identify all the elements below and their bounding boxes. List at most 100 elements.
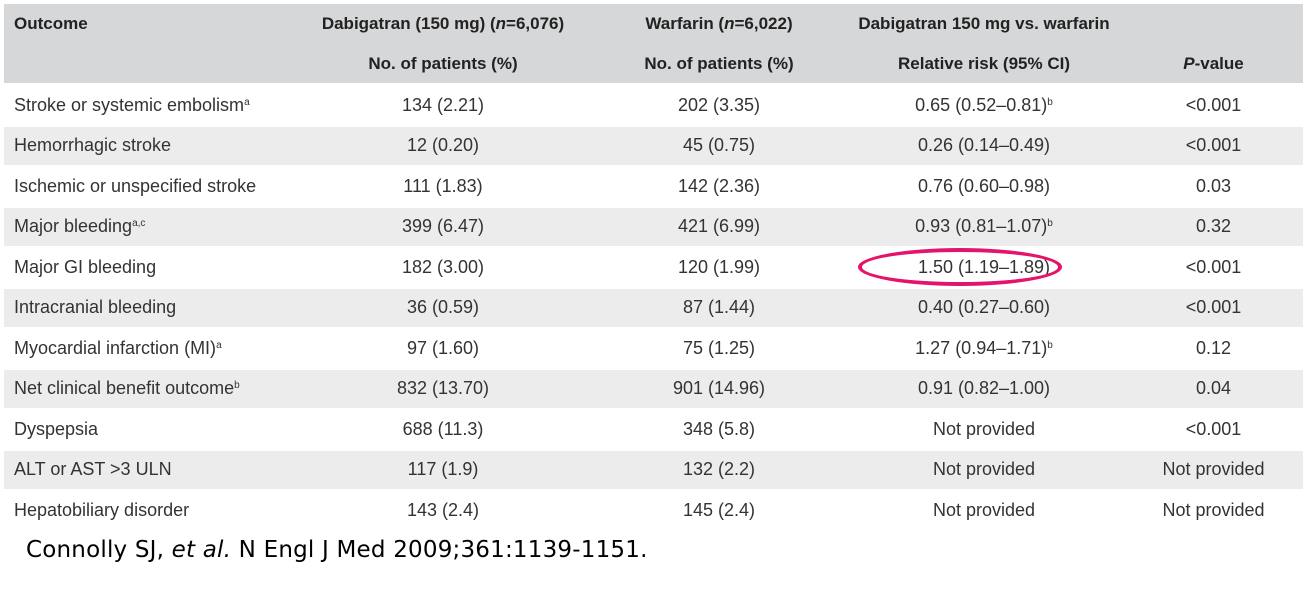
cell-warfarin-text: 87 (1.44) xyxy=(682,297,756,318)
cell-dabigatran-text: 12 (0.20) xyxy=(406,135,480,156)
cell-outcome-text: Hepatobiliary disorder xyxy=(14,499,190,520)
cell-relative-risk: Not provided xyxy=(844,408,1124,450)
cell-warfarin: 202 (3.35) xyxy=(594,83,844,126)
cell-outcome-text: Intracranial bleeding xyxy=(14,297,177,318)
cell-outcome: Hepatobiliary disorder xyxy=(4,489,292,530)
cell-outcome: Major bleedinga,c xyxy=(4,205,292,247)
cell-p-value: <0.001 xyxy=(1124,286,1303,328)
cell-p-value-text: <0.001 xyxy=(1185,135,1242,156)
footnote-marker: b xyxy=(234,380,240,392)
cell-p-value: <0.001 xyxy=(1124,83,1303,126)
cell-outcome: ALT or AST >3 ULN xyxy=(4,448,292,490)
table-header: Outcome Dabigatran (150 mg) (n=6,076) Wa… xyxy=(4,4,1303,85)
table-row: Myocardial infarction (MI)a 97 (1.60) 75 (… xyxy=(4,327,1303,369)
cell-dabigatran-text: 399 (6.47) xyxy=(401,216,485,237)
cell-warfarin: 75 (1.25) xyxy=(594,327,844,369)
cell-relative-risk-text: 0.76 (0.60–0.98) xyxy=(917,175,1051,196)
table-row: Hepatobiliary disorder 143 (2.4) 145 (2.4)… xyxy=(4,489,1303,530)
header-comparison: Dabigatran 150 mg vs. warfarin xyxy=(844,4,1124,45)
results-table-container: Outcome Dabigatran (150 mg) (n=6,076) Wa… xyxy=(4,4,1303,530)
cell-dabigatran: 143 (2.4) xyxy=(292,489,594,530)
table-body: Stroke or systemic embolisma 134 (2.21) 20… xyxy=(4,83,1303,530)
cell-outcome-text: Net clinical benefit outcome xyxy=(14,378,235,399)
cell-relative-risk: 0.40 (0.27–0.60) xyxy=(844,286,1124,328)
table-row: Intracranial bleeding 36 (0.59) 87 (1.44) 0… xyxy=(4,286,1303,328)
cell-relative-risk: 1.50 (1.19–1.89) xyxy=(844,246,1124,288)
cell-outcome: Myocardial infarction (MI)a xyxy=(4,327,292,369)
cell-outcome-text: Major bleeding xyxy=(14,216,133,237)
cell-dabigatran-text: 36 (0.59) xyxy=(406,297,480,318)
table-row: Ischemic or unspecified stroke 111 (1.83)… xyxy=(4,165,1303,207)
cell-relative-risk: 0.93 (0.81–1.07)b xyxy=(844,205,1124,247)
cell-relative-risk: 0.91 (0.82–1.00) xyxy=(844,367,1124,409)
cell-dabigatran-text: 832 (13.70) xyxy=(396,378,490,399)
cell-p-value-text: 0.04 xyxy=(1195,378,1232,399)
cell-relative-risk: 1.27 (0.94–1.71)b xyxy=(844,327,1124,369)
table-row: ALT or AST >3 ULN 117 (1.9) 132 (2.2) Not p… xyxy=(4,448,1303,490)
cell-p-value: <0.001 xyxy=(1124,408,1303,450)
results-table: Outcome Dabigatran (150 mg) (n=6,076) Wa… xyxy=(4,4,1303,530)
cell-warfarin-text: 202 (3.35) xyxy=(677,94,761,115)
cell-dabigatran: 832 (13.70) xyxy=(292,367,594,409)
subheader-warfarin-patients: No. of patients (%) xyxy=(594,45,844,85)
table-row: Stroke or systemic embolisma 134 (2.21) 20… xyxy=(4,83,1303,126)
cell-relative-risk: 0.65 (0.52–0.81)b xyxy=(844,83,1124,126)
cell-outcome-text: Ischemic or unspecified stroke xyxy=(14,175,257,196)
table-row: Major bleedinga,c 399 (6.47) 421 (6.99) 0.9… xyxy=(4,205,1303,247)
citation: Connolly SJ, et al. N Engl J Med 2009;36… xyxy=(26,537,648,563)
cell-p-value: Not provided xyxy=(1124,489,1303,530)
cell-relative-risk-text: Not provided xyxy=(932,499,1036,520)
cell-dabigatran-text: 182 (3.00) xyxy=(401,256,485,277)
cell-warfarin: 901 (14.96) xyxy=(594,367,844,409)
cell-relative-risk-text: 0.26 (0.14–0.49) xyxy=(917,135,1051,156)
cell-warfarin-text: 120 (1.99) xyxy=(677,256,761,277)
cell-warfarin-text: 421 (6.99) xyxy=(677,216,761,237)
cell-warfarin-text: 132 (2.2) xyxy=(682,459,756,480)
table-row: Dyspepsia 688 (11.3) 348 (5.8) Not provided… xyxy=(4,408,1303,450)
highlight-circle xyxy=(858,248,1062,286)
cell-warfarin-text: 45 (0.75) xyxy=(682,135,756,156)
cell-dabigatran: 182 (3.00) xyxy=(292,246,594,288)
cell-p-value: 0.04 xyxy=(1124,367,1303,409)
cell-relative-risk-text: 1.27 (0.94–1.71) xyxy=(915,337,1048,358)
footnote-marker: b xyxy=(1047,218,1053,230)
header-warfarin: Warfarin (n=6,022) xyxy=(594,4,844,45)
cell-relative-risk: Not provided xyxy=(844,448,1124,490)
cell-relative-risk: 0.76 (0.60–0.98) xyxy=(844,165,1124,207)
table-row: Major GI bleeding 182 (3.00) 120 (1.99) 1.5… xyxy=(4,246,1303,288)
subheader-relative-risk: Relative risk (95% CI) xyxy=(844,45,1124,85)
cell-warfarin-text: 75 (1.25) xyxy=(682,337,756,358)
cell-outcome: Major GI bleeding xyxy=(4,246,292,288)
cell-warfarin: 145 (2.4) xyxy=(594,489,844,530)
cell-relative-risk-text: Not provided xyxy=(932,418,1036,439)
cell-dabigatran-text: 688 (11.3) xyxy=(402,418,484,439)
cell-relative-risk-text: 0.40 (0.27–0.60) xyxy=(917,297,1051,318)
footnote-marker: a xyxy=(216,339,222,351)
cell-relative-risk-text: Not provided xyxy=(932,459,1036,480)
cell-dabigatran: 12 (0.20) xyxy=(292,124,594,166)
cell-outcome-text: Stroke or systemic embolism xyxy=(14,94,245,115)
cell-p-value-text: 0.03 xyxy=(1195,175,1232,196)
cell-warfarin: 132 (2.2) xyxy=(594,448,844,490)
cell-dabigatran: 97 (1.60) xyxy=(292,327,594,369)
cell-relative-risk-text: 0.91 (0.82–1.00) xyxy=(917,378,1051,399)
cell-p-value: 0.12 xyxy=(1124,327,1303,369)
cell-outcome-text: Myocardial infarction (MI) xyxy=(14,337,217,358)
cell-dabigatran: 399 (6.47) xyxy=(292,205,594,247)
cell-warfarin-text: 142 (2.36) xyxy=(677,175,761,196)
cell-warfarin-text: 348 (5.8) xyxy=(682,418,756,439)
cell-p-value-text: <0.001 xyxy=(1185,418,1242,439)
cell-relative-risk: Not provided xyxy=(844,489,1124,530)
footnote-marker: b xyxy=(1047,96,1053,108)
footnote-marker: b xyxy=(1047,339,1053,351)
cell-outcome: Dyspepsia xyxy=(4,408,292,450)
cell-outcome: Intracranial bleeding xyxy=(4,286,292,328)
cell-relative-risk-text: 0.65 (0.52–0.81) xyxy=(915,94,1048,115)
cell-warfarin: 45 (0.75) xyxy=(594,124,844,166)
cell-outcome: Ischemic or unspecified stroke xyxy=(4,165,292,207)
subheader-empty xyxy=(4,45,292,85)
cell-warfarin: 421 (6.99) xyxy=(594,205,844,247)
footnote-marker: a,c xyxy=(132,218,146,230)
cell-dabigatran: 688 (11.3) xyxy=(292,408,594,450)
header-dabigatran: Dabigatran (150 mg) (n=6,076) xyxy=(292,4,594,45)
